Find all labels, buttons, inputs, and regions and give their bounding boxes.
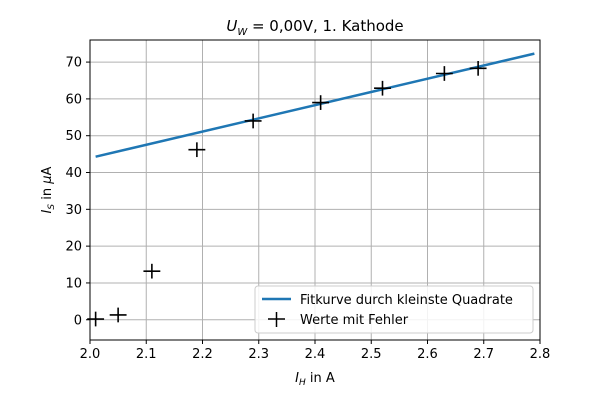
x-tick-label: 2.7 <box>473 347 494 362</box>
y-tick-label: 60 <box>65 92 82 107</box>
legend: Fitkurve durch kleinste Quadrate Werte m… <box>254 285 534 334</box>
fit-line <box>95 52 535 158</box>
data-point <box>435 66 453 81</box>
legend-label-errorbar: Werte mit Fehler <box>300 313 409 328</box>
x-tick-label: 2.4 <box>305 347 326 362</box>
legend-errorbar-swatch <box>268 312 285 327</box>
x-axis-label: IH in A <box>295 371 335 388</box>
x-tick-label: 2.1 <box>136 347 157 362</box>
data-point <box>312 95 330 110</box>
data-point <box>244 113 262 129</box>
data-point <box>109 307 127 323</box>
y-tick-label: 30 <box>65 203 82 218</box>
x-tick-label: 2.3 <box>248 347 269 362</box>
y-tick-label: 10 <box>65 276 82 291</box>
data-point <box>143 263 161 279</box>
y-tick-label: 70 <box>65 56 82 71</box>
y-tick-label: 40 <box>65 166 82 181</box>
data-point <box>374 80 391 96</box>
x-tick-label: 2.5 <box>361 347 382 362</box>
ticks: 2.0 2.1 2.2 2.3 2.4 2.5 2.6 2.7 2.8 0 10 20 30 40 50 60… <box>65 56 550 362</box>
chart-title: UW = 0,00V, 1. Kathode <box>226 17 403 38</box>
y-axis-label: IS in μA <box>40 166 57 213</box>
y-tick-label: 0 <box>74 313 82 328</box>
legend-box <box>254 285 534 334</box>
legend-label-fit: Fitkurve durch kleinste Quadrate <box>300 293 513 308</box>
data-point <box>469 60 487 76</box>
y-tick-label: 50 <box>65 129 82 144</box>
x-tick-label: 2.6 <box>417 347 438 362</box>
y-tick-label: 20 <box>65 240 82 255</box>
x-tick-label: 2.2 <box>192 347 213 362</box>
x-tick-label: 2.8 <box>530 347 551 362</box>
data-point <box>188 142 206 158</box>
x-tick-label: 2.0 <box>80 347 101 362</box>
plot-area <box>87 52 535 327</box>
